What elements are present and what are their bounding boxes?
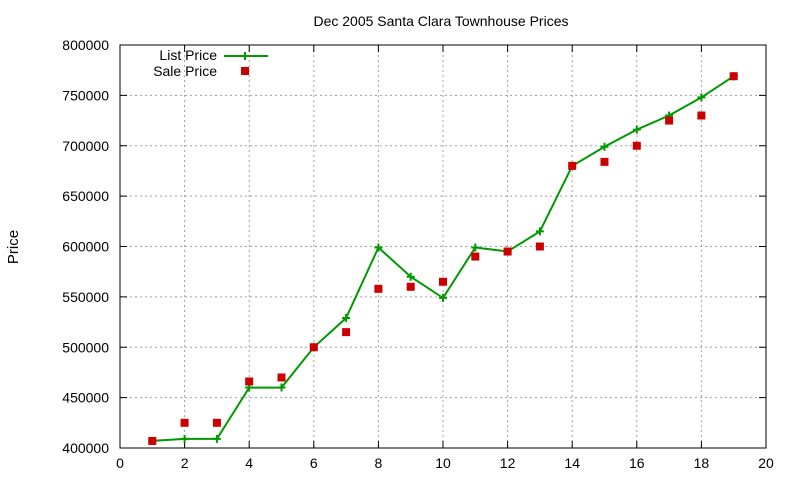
y-tick-label: 550000 — [62, 289, 109, 305]
x-tick-label: 20 — [758, 455, 774, 471]
data-point-sale-price — [406, 282, 415, 291]
data-point-list-price — [277, 383, 286, 392]
data-point-sale-price — [180, 418, 189, 427]
data-point-list-price — [406, 272, 415, 281]
data-point-sale-price — [697, 111, 706, 120]
legend-label-sale-price: Sale Price — [153, 63, 217, 79]
x-tick-label: 10 — [435, 455, 451, 471]
x-tick-label: 6 — [310, 455, 318, 471]
series-list-price — [148, 72, 738, 445]
data-point-sale-price — [212, 418, 221, 427]
legend-marker-list-price — [241, 52, 249, 60]
y-tick-label: 750000 — [62, 87, 109, 103]
x-tick-label: 8 — [375, 455, 383, 471]
chart-title: Dec 2005 Santa Clara Townhouse Prices — [313, 13, 568, 29]
data-point-sale-price — [632, 141, 641, 150]
y-tick-label: 400000 — [62, 440, 109, 456]
data-point-sale-price — [665, 116, 674, 125]
data-point-list-price — [342, 314, 351, 323]
data-point-sale-price — [245, 377, 254, 386]
x-tick-label: 18 — [694, 455, 710, 471]
data-point-sale-price — [535, 242, 544, 251]
legend-marker-sale-price — [241, 67, 249, 75]
data-point-list-price — [439, 293, 447, 302]
data-point-sale-price — [600, 157, 609, 166]
y-axis-label: Price — [5, 230, 22, 264]
x-tick-label: 2 — [181, 455, 189, 471]
data-point-sale-price — [439, 277, 447, 286]
y-tick-label: 600000 — [62, 239, 109, 255]
data-point-list-price — [374, 243, 383, 252]
data-point-sale-price — [471, 252, 480, 261]
data-point-sale-price — [277, 373, 286, 382]
x-tick-label: 16 — [629, 455, 645, 471]
data-point-list-price — [180, 434, 189, 443]
x-tick-label: 14 — [564, 455, 580, 471]
data-point-list-price — [697, 93, 706, 102]
data-point-sale-price — [503, 247, 512, 256]
data-point-sale-price — [729, 72, 738, 81]
series-sale-price — [148, 72, 738, 445]
data-point-sale-price — [309, 343, 318, 352]
data-point-list-price — [535, 227, 544, 236]
data-point-list-price — [471, 243, 480, 252]
data-point-sale-price — [374, 284, 383, 293]
series-layer — [148, 72, 738, 445]
y-tick-label: 650000 — [62, 188, 109, 204]
data-point-sale-price — [568, 161, 577, 170]
y-tick-label: 800000 — [62, 37, 109, 53]
data-point-list-price — [632, 125, 641, 134]
data-point-sale-price — [342, 328, 351, 337]
x-tick-label: 12 — [500, 455, 516, 471]
legend-label-list-price: List Price — [159, 47, 217, 63]
data-point-list-price — [600, 142, 609, 151]
x-tick-labels: 0 2 4 6 8 10 12 14 16 18 20 — [116, 455, 774, 471]
grid-lines — [120, 45, 766, 448]
y-tick-label: 500000 — [62, 339, 109, 355]
data-point-sale-price — [148, 436, 157, 445]
y-tick-label: 450000 — [62, 390, 109, 406]
legend: List Price Sale Price — [153, 47, 268, 79]
axis-ticks — [119, 44, 767, 449]
data-point-list-price — [212, 434, 221, 443]
y-tick-labels: 400000 450000 500000 550000 600000 650000 7000… — [62, 37, 109, 456]
x-tick-label: 0 — [116, 455, 124, 471]
y-tick-label: 700000 — [62, 138, 109, 154]
x-tick-label: 4 — [245, 455, 253, 471]
